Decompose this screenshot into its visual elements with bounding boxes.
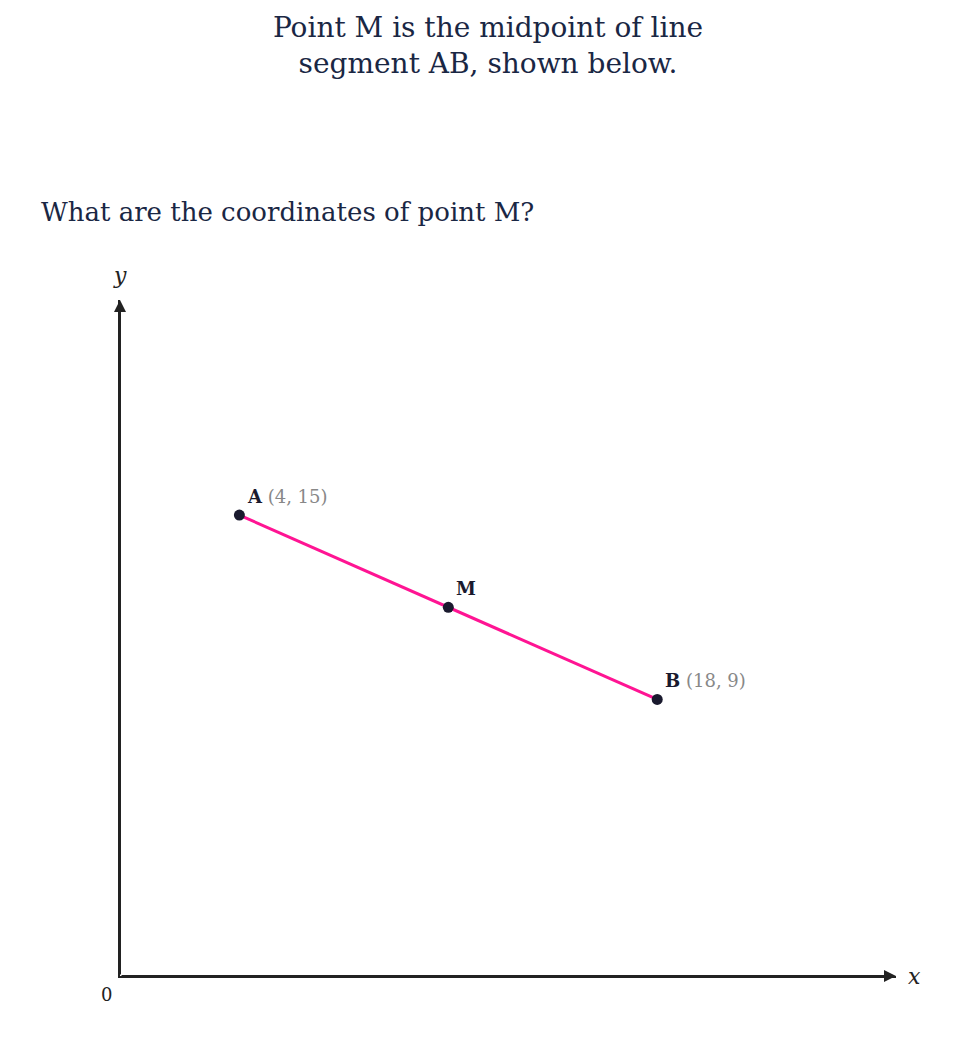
svg-text:0: 0 (101, 984, 112, 1005)
svg-text:B (18, 9): B (18, 9) (665, 670, 746, 691)
svg-text:What are the coordinates of po: What are the coordinates of point M? (41, 197, 534, 227)
svg-text:Point M is the midpoint of lin: Point M is the midpoint of linesegment A… (273, 11, 703, 80)
svg-text:A (4, 15): A (4, 15) (247, 486, 328, 507)
svg-text:y: y (113, 263, 127, 288)
svg-text:M: M (456, 578, 476, 599)
svg-text:x: x (908, 964, 921, 989)
